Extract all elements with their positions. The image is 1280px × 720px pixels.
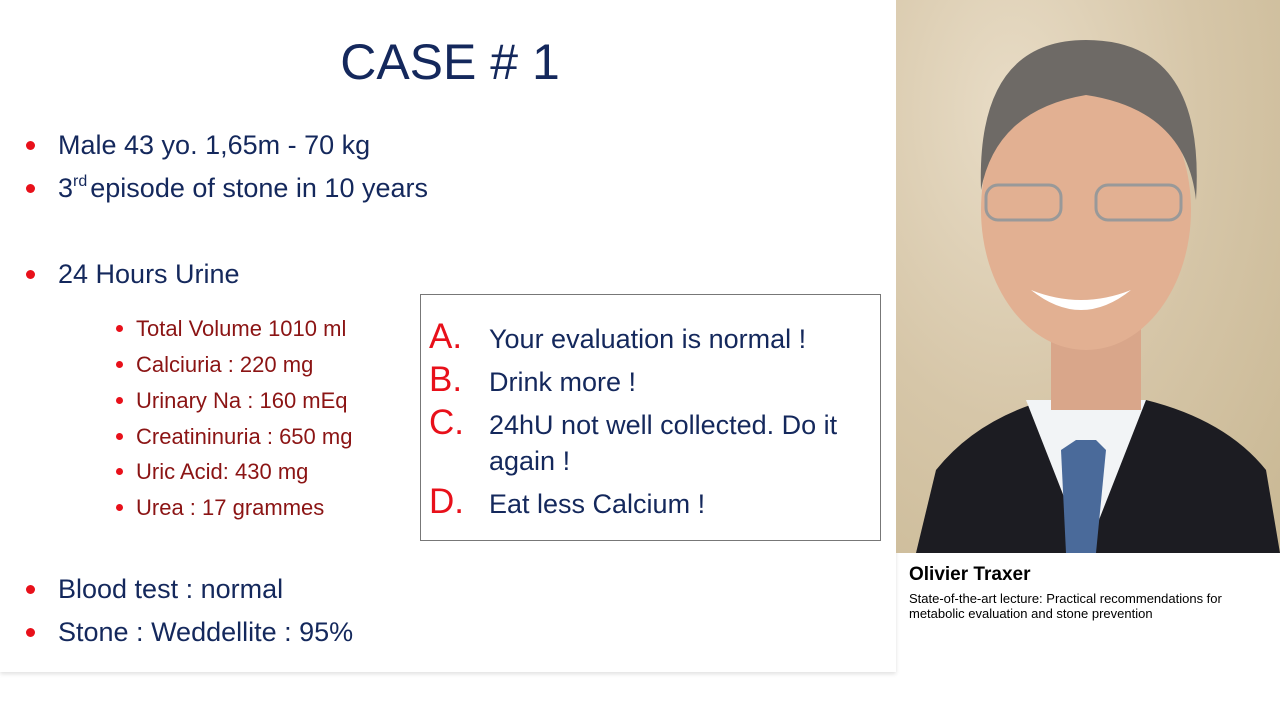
speaker-photo [896,0,1280,553]
option-b: B. Drink more ! [429,360,637,399]
answer-options-box: A. Your evaluation is normal ! B. Drink mo… [420,294,881,541]
speaker-name: Olivier Traxer [909,564,1031,585]
urine-item: Creatininuria : 650 mg [116,424,352,450]
bullet-episode: 3rd episode of stone in 10 years [26,173,428,204]
bullet-dot-icon [116,361,123,368]
bullet-dot-icon [116,433,123,440]
bullet-dot-icon [26,628,35,637]
urine-item: Urinary Na : 160 mEq [116,388,348,414]
option-d: D. Eat less Calcium ! [429,482,706,521]
option-c: C. 24hU not well collected. Do it again ! [429,403,838,477]
bullet-dot-icon [116,468,123,475]
bullet-blood-test: Blood test : normal [26,574,283,605]
bullet-dot-icon [116,397,123,404]
bullet-dot-icon [26,184,35,193]
bullet-dot-icon [26,585,35,594]
bullet-stone: Stone : Weddellite : 95% [26,617,353,648]
slide-title: CASE # 1 [340,34,560,90]
bullet-patient: Male 43 yo. 1,65m - 70 kg [26,130,370,161]
urine-item: Total Volume 1010 ml [116,316,346,342]
lecture-title: State-of-the-art lecture: Practical reco… [909,591,1222,621]
bullet-dot-icon [26,270,35,279]
bullet-urine: 24 Hours Urine [26,259,240,290]
urine-item: Uric Acid: 430 mg [116,459,308,485]
urine-item: Calciuria : 220 mg [116,352,313,378]
urine-item: Urea : 17 grammes [116,495,324,521]
bullet-dot-icon [116,504,123,511]
bullet-dot-icon [26,141,35,150]
presentation-slide: CASE # 1 Male 43 yo. 1,65m - 70 kg 3rd ep… [26,34,881,648]
speaker-portrait-image [916,40,1280,553]
bullet-dot-icon [116,325,123,332]
option-a: A. Your evaluation is normal ! [429,317,807,356]
